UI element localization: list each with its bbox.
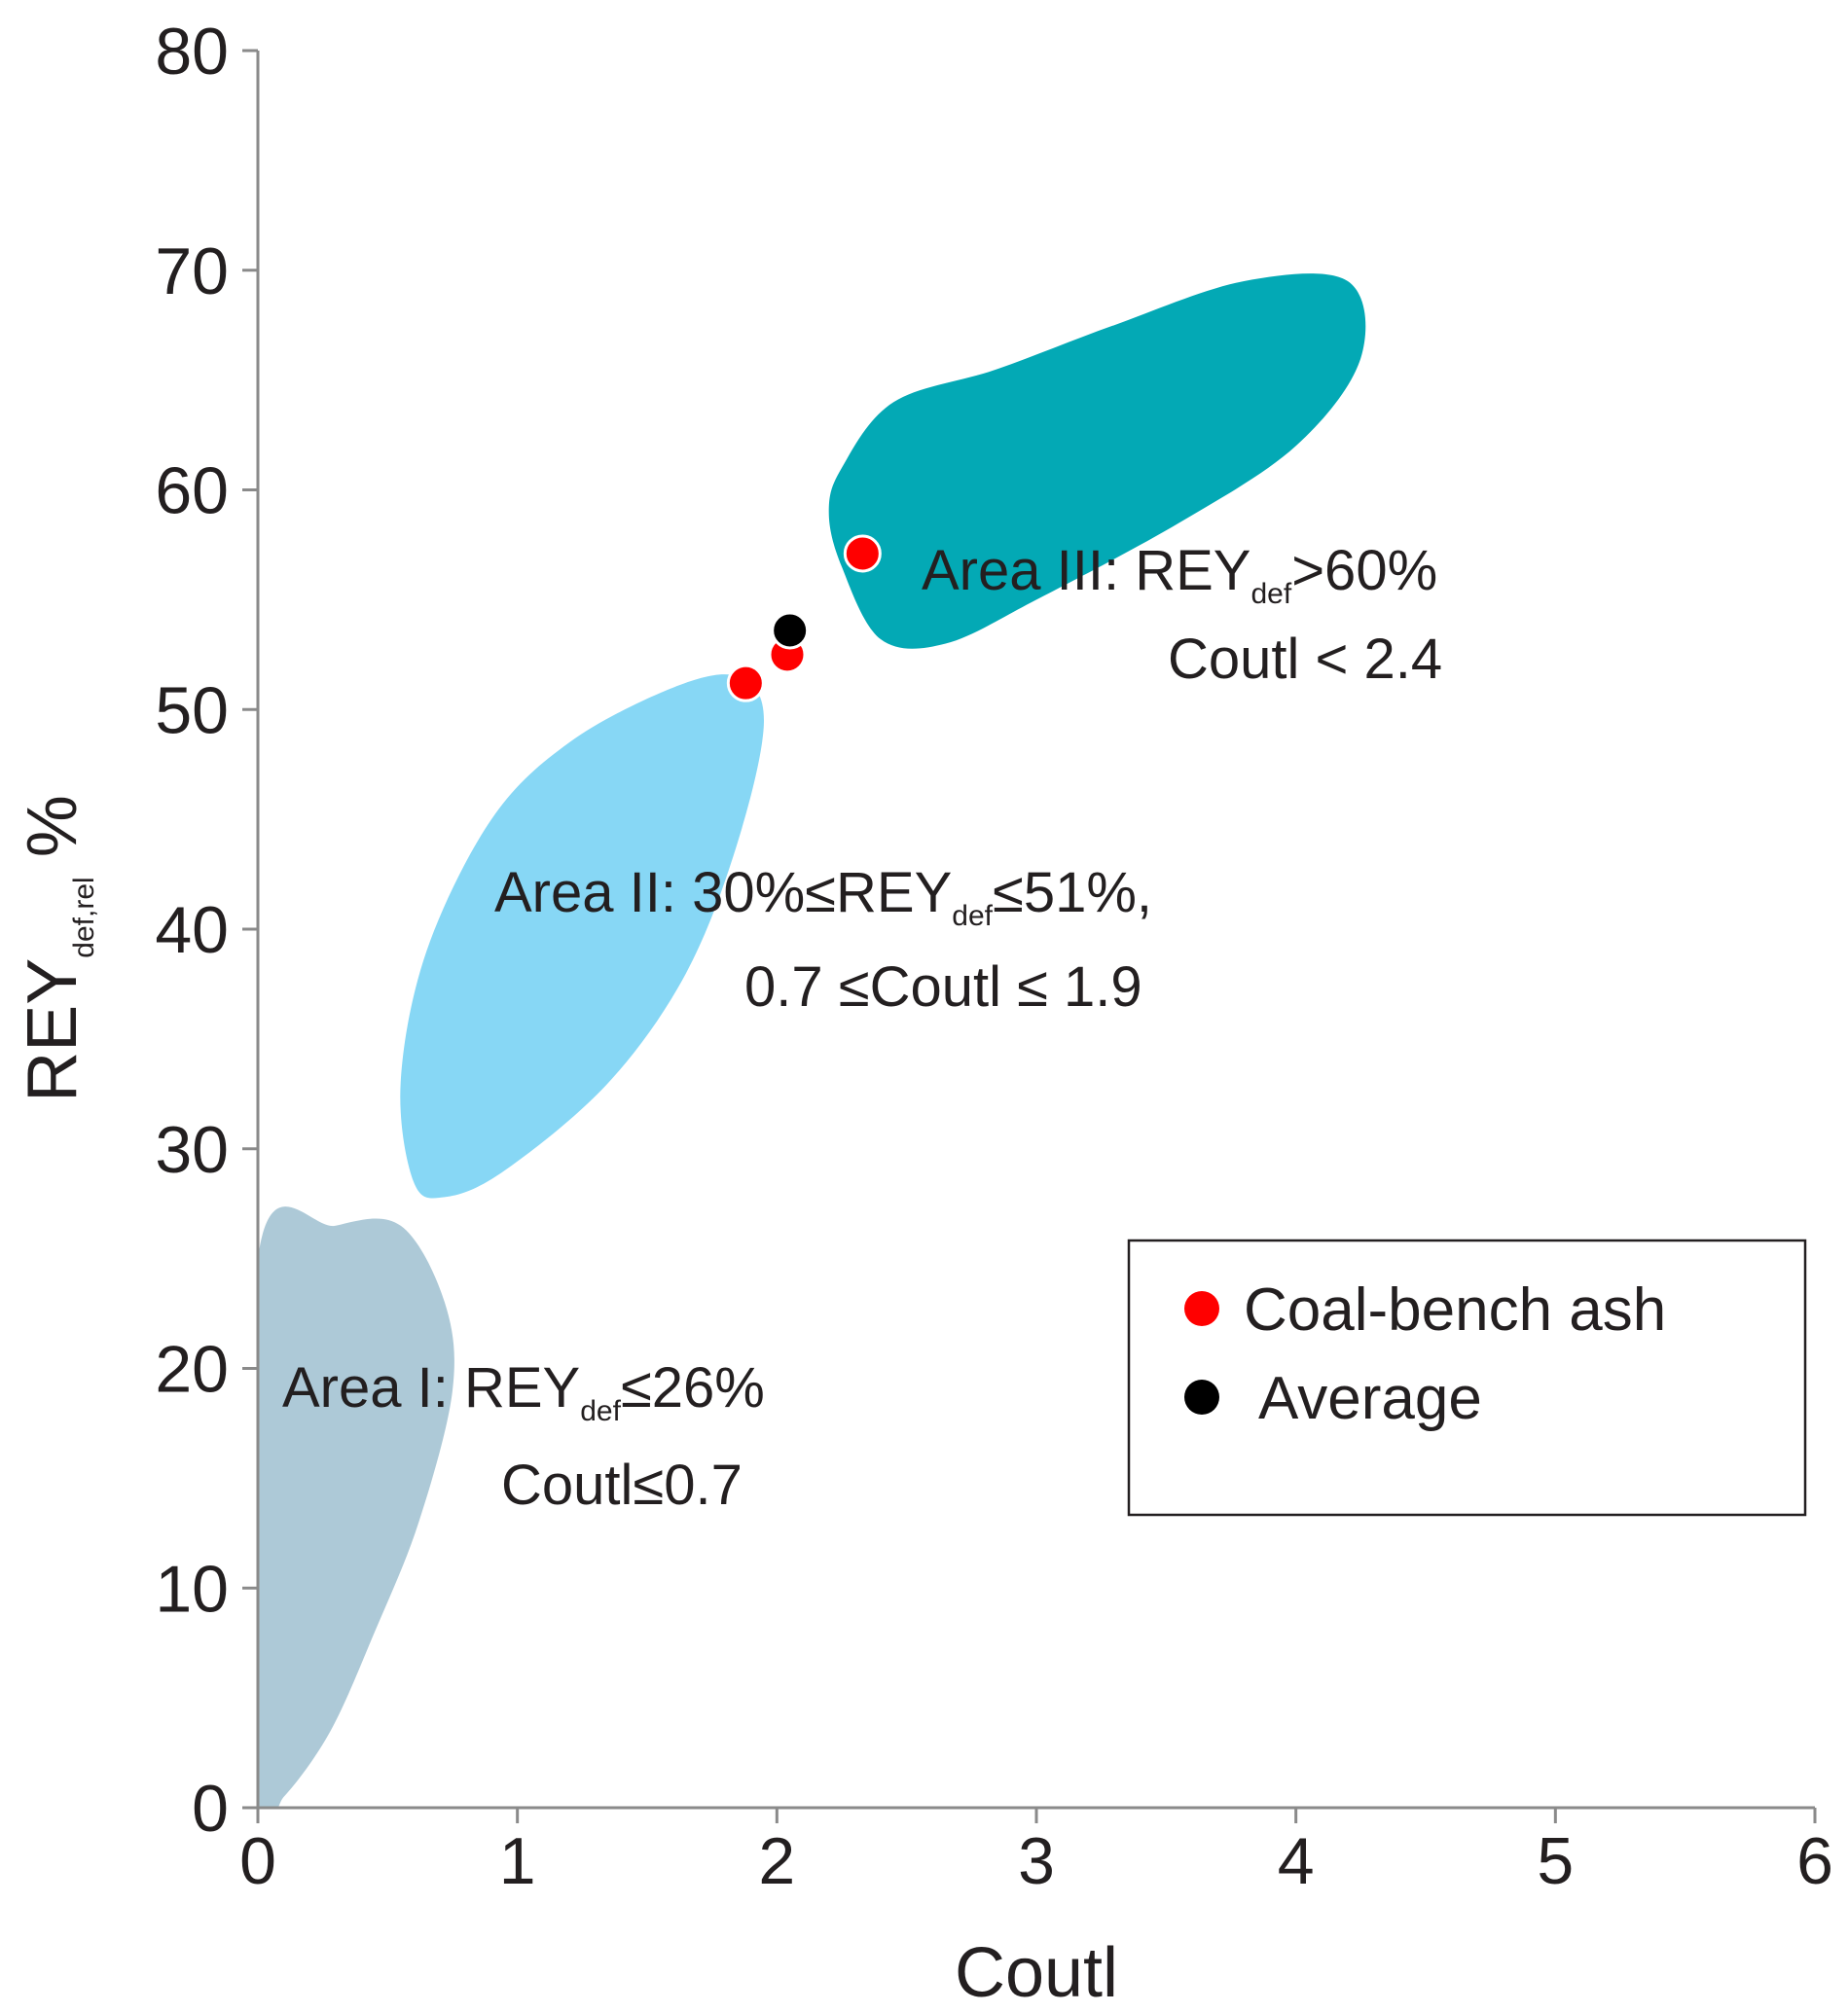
legend-marker-coal-bench-ash <box>1184 1291 1219 1326</box>
y-tick-label: 70 <box>155 234 229 308</box>
annotation-area-iii-line-2: Coutl < 2.4 <box>1168 628 1442 691</box>
x-tick-label: 2 <box>758 1824 795 1898</box>
region-area-ii <box>400 674 764 1199</box>
annotation-area-i-line-2: Coutl≤0.7 <box>501 1454 743 1517</box>
x-tick-label: 5 <box>1537 1824 1574 1898</box>
legend: Coal-bench ash Average <box>1127 1239 1807 1517</box>
y-axis-title: REYdef,rel % <box>14 795 100 1101</box>
y-tick-label: 30 <box>155 1113 229 1187</box>
y-tick-label: 80 <box>155 15 229 89</box>
point-coal-bench-ash <box>843 534 882 573</box>
x-axis-title: Coutl <box>955 1934 1118 2012</box>
x-tick-label: 3 <box>1018 1824 1055 1898</box>
y-tick-label: 50 <box>155 673 229 747</box>
region-layer <box>258 273 1366 1808</box>
annotation-area-iii-line-1: Area III: REYdef>60% <box>922 539 1437 610</box>
annotation-layer: Area I: REYdef≤26% Coutl≤0.7 Area II: 30%≤… <box>282 539 1442 1517</box>
region-area-i <box>258 1206 454 1808</box>
x-tick-label: 6 <box>1796 1824 1833 1898</box>
x-tick-label: 1 <box>499 1824 536 1898</box>
y-tick-label: 20 <box>155 1333 229 1407</box>
legend-box <box>1127 1239 1807 1517</box>
annotation-area-ii-line-2: 0.7 ≤Coutl ≤ 1.9 <box>744 955 1142 1019</box>
legend-label-average: Average <box>1258 1365 1482 1432</box>
point-average <box>771 611 810 650</box>
y-tick-label: 40 <box>155 893 229 967</box>
y-tick-label: 0 <box>192 1772 229 1846</box>
y-tick-label: 10 <box>155 1552 229 1626</box>
point-layer <box>726 534 882 702</box>
axes: 0 10 20 30 40 50 60 70 80 0 1 2 3 4 5 6 Coutl REYdef,rel … <box>14 15 1833 2012</box>
x-tick-label: 4 <box>1278 1824 1315 1898</box>
point-coal-bench-ash <box>726 664 765 702</box>
annotation-area-ii-line-1: Area II: 30%≤REYdef≤51%, <box>494 861 1152 932</box>
annotation-area-i-line-1: Area I: REYdef≤26% <box>282 1356 765 1427</box>
legend-marker-average <box>1184 1380 1219 1415</box>
y-tick-label: 60 <box>155 454 229 528</box>
legend-label-coal-bench-ash: Coal-bench ash <box>1244 1276 1666 1344</box>
x-tick-label: 0 <box>239 1824 276 1898</box>
region-area-iii <box>828 273 1366 649</box>
